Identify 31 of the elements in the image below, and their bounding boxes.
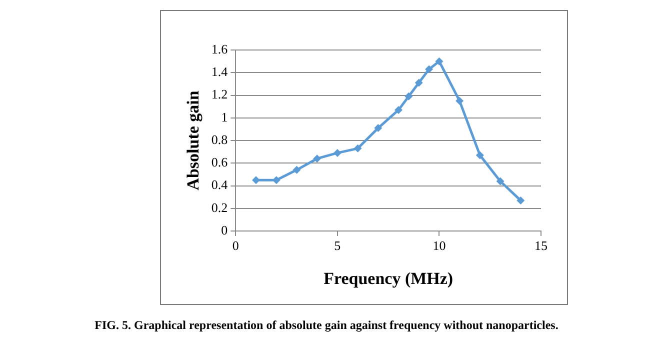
text: FIG. 5. Graphical representation of absolute gain against frequency without nanoparticles. (94, 318, 560, 333)
y-tick-label: 0.6 (211, 154, 228, 170)
point (404, 92, 413, 100)
point (313, 154, 322, 163)
point (414, 78, 423, 87)
y-tick-label: 1.4 (211, 64, 228, 80)
point (516, 196, 525, 204)
x-tick-label: 0 (232, 238, 239, 254)
x-tick-label: 15 (534, 238, 548, 254)
y-tick-label: 0 (221, 222, 228, 238)
y-tick-label: 0.8 (211, 132, 228, 147)
point (374, 124, 382, 132)
point (394, 106, 403, 114)
point (456, 96, 464, 105)
x-tick-label: 10 (432, 238, 446, 254)
y-tick-label: 1.2 (211, 86, 228, 102)
point (272, 176, 280, 184)
point (425, 65, 434, 74)
point (354, 144, 362, 152)
y-tick-label: 1.6 (211, 41, 228, 56)
y-axis-title: Absolute gain (184, 90, 203, 190)
y-tick-label: 0.2 (211, 200, 228, 215)
point (333, 148, 342, 157)
y-tick-label: 0.4 (211, 177, 228, 192)
point (435, 57, 444, 66)
x-axis-title: Frequency (MHz) (324, 269, 454, 288)
point (476, 151, 484, 160)
point (292, 166, 301, 174)
x-tick-label: 5 (334, 238, 341, 254)
point (496, 177, 504, 186)
y-tick-label: 1 (221, 109, 228, 124)
